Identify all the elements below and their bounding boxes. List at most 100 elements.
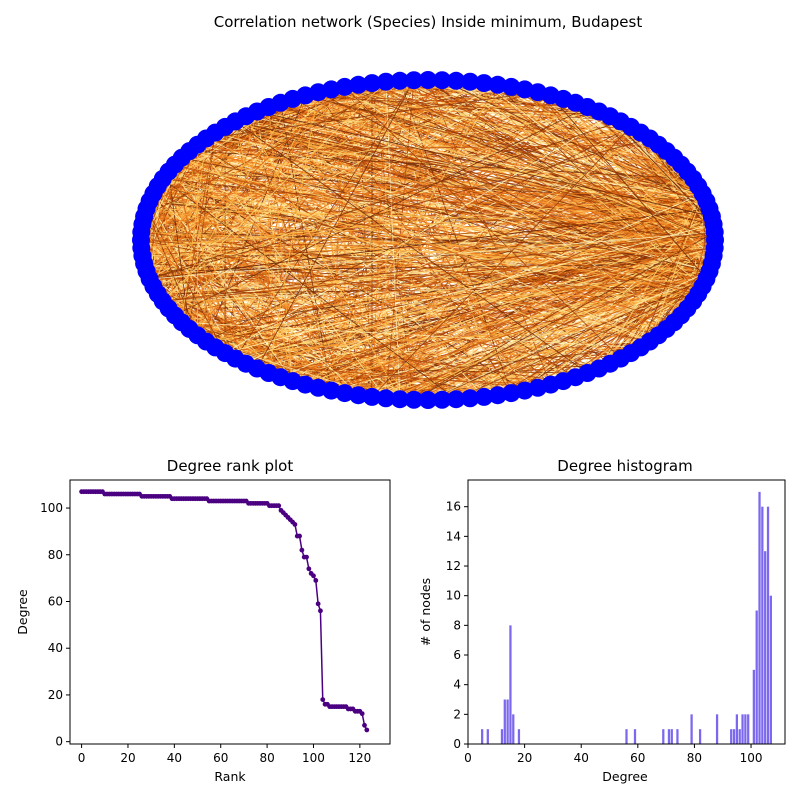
degree-rank-plot: Degree rank plot Rank Degree 0 20 40 60 80 10… bbox=[15, 457, 391, 784]
histogram-bar bbox=[481, 729, 484, 744]
network-edge bbox=[524, 286, 703, 391]
histogram-bar bbox=[752, 669, 755, 744]
network-edge bbox=[413, 150, 667, 401]
network-edge bbox=[197, 111, 258, 336]
network-node bbox=[404, 390, 423, 409]
network-edge bbox=[235, 247, 715, 360]
network-edge bbox=[330, 89, 373, 397]
histogram-bar bbox=[512, 714, 515, 744]
network-edge bbox=[537, 91, 699, 295]
histogram-bar bbox=[670, 729, 673, 744]
network-edge bbox=[174, 164, 699, 295]
rank-x-tick-label: 120 bbox=[348, 751, 371, 765]
histogram-bar bbox=[738, 729, 741, 744]
network-edge bbox=[149, 138, 651, 280]
network-edge bbox=[399, 80, 714, 225]
network-edge bbox=[197, 144, 710, 272]
network-node bbox=[335, 384, 354, 403]
network-edge bbox=[140, 239, 703, 287]
rank-point bbox=[306, 566, 312, 572]
network-edge bbox=[142, 89, 332, 257]
network-edge bbox=[153, 193, 359, 396]
rank-plot-series bbox=[79, 489, 370, 733]
network-node bbox=[390, 71, 409, 90]
network-node bbox=[447, 390, 466, 409]
histogram-bar bbox=[667, 729, 671, 744]
network-edge bbox=[537, 91, 714, 257]
network-node bbox=[363, 387, 381, 406]
network-edge bbox=[168, 171, 359, 396]
network-edge bbox=[140, 239, 650, 342]
network-edge bbox=[441, 193, 703, 401]
network-edge bbox=[256, 111, 713, 217]
rank-point bbox=[299, 547, 305, 553]
rank-plot-ticks: 0 20 40 60 80 100 120 0 20 40 60 80 100 bbox=[40, 501, 371, 765]
network-edge bbox=[331, 231, 715, 392]
network-edge bbox=[181, 89, 332, 323]
rank-x-tick-label: 20 bbox=[120, 751, 135, 765]
histogram-bar bbox=[758, 491, 761, 744]
network-edge bbox=[305, 94, 707, 202]
network-edge bbox=[224, 115, 611, 354]
rank-plot-y-label: Degree bbox=[15, 589, 30, 635]
network-edge bbox=[157, 185, 294, 382]
network-edge bbox=[141, 80, 457, 249]
rank-point bbox=[313, 578, 319, 583]
network-edge bbox=[280, 102, 714, 225]
network-edge bbox=[181, 132, 216, 323]
network-edge bbox=[188, 151, 216, 348]
network-edge bbox=[280, 102, 499, 396]
histogram-bar bbox=[755, 610, 758, 744]
network-edge bbox=[640, 193, 704, 348]
rank-y-tick-label: 100 bbox=[40, 501, 63, 515]
histogram-bar bbox=[517, 729, 521, 744]
network-edge bbox=[162, 178, 294, 382]
network-node bbox=[475, 387, 493, 406]
network-edge bbox=[215, 132, 714, 257]
network-edge bbox=[413, 216, 713, 401]
network-edge bbox=[256, 346, 641, 369]
network-edge bbox=[358, 239, 716, 396]
network-node bbox=[475, 74, 493, 93]
network-edge bbox=[143, 80, 401, 217]
network-edge bbox=[162, 81, 387, 302]
figure-title: Correlation network (Species) Inside min… bbox=[214, 13, 643, 31]
rank-y-tick-label: 20 bbox=[48, 688, 63, 702]
rank-x-tick-label: 40 bbox=[167, 751, 182, 765]
network-edge bbox=[268, 92, 319, 374]
network-edge bbox=[358, 231, 715, 396]
network-edge bbox=[598, 193, 703, 369]
hist-y-tick-label: 12 bbox=[446, 559, 461, 573]
network-node bbox=[419, 71, 437, 89]
histogram-bar bbox=[486, 729, 489, 744]
histogram-frame bbox=[467, 479, 786, 745]
network-node bbox=[433, 390, 452, 409]
rank-point bbox=[304, 554, 309, 560]
network-edge bbox=[511, 86, 703, 194]
rank-y-tick-label: 60 bbox=[48, 594, 63, 608]
network-edge bbox=[174, 164, 216, 348]
network-edge bbox=[162, 231, 715, 302]
network-edge bbox=[256, 111, 710, 272]
histogram-y-label: # of nodes bbox=[418, 578, 433, 646]
network-edge bbox=[205, 138, 651, 342]
network-edge bbox=[149, 231, 715, 280]
network-edge bbox=[399, 247, 715, 400]
network-node bbox=[349, 75, 368, 94]
network-edge bbox=[292, 216, 713, 382]
network-edge bbox=[256, 79, 415, 369]
network-edge bbox=[168, 171, 190, 329]
network-edge bbox=[245, 116, 401, 400]
network-nodes bbox=[132, 71, 724, 409]
network-edge bbox=[141, 200, 707, 249]
network-node bbox=[433, 71, 452, 90]
network-edge bbox=[305, 94, 703, 195]
network-edge bbox=[256, 247, 715, 369]
network-edge bbox=[146, 208, 703, 287]
rank-point bbox=[311, 573, 316, 579]
histogram-bar bbox=[503, 699, 506, 744]
network-edge bbox=[174, 106, 588, 316]
rank-point bbox=[359, 711, 365, 717]
network-edge bbox=[197, 144, 539, 389]
hist-y-tick-label: 0 bbox=[453, 737, 461, 751]
